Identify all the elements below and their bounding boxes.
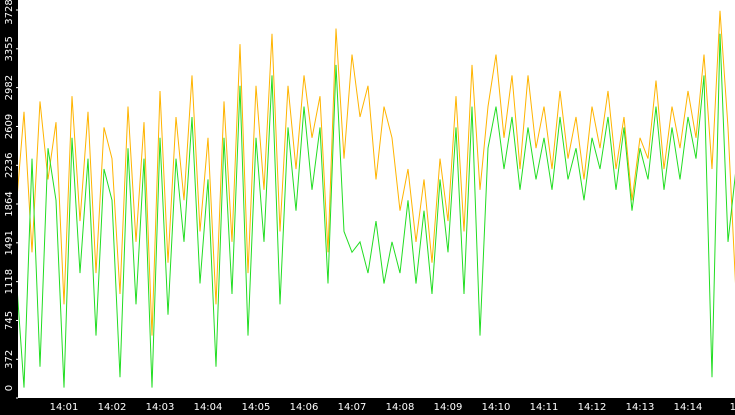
plot-area — [18, 10, 735, 388]
y-tick-label: 3728 — [4, 0, 15, 25]
x-tick-label: 14:02 — [98, 402, 127, 413]
y-tick-label: 2982 — [4, 75, 15, 100]
y-tick-label: 0 — [4, 385, 15, 391]
x-tick-label: 14:08 — [386, 402, 415, 413]
x-tick-label: 14:01 — [50, 402, 79, 413]
x-tick-label: 14:06 — [290, 402, 319, 413]
x-tick-label: 14:05 — [242, 402, 271, 413]
y-tick-label: 1491 — [4, 230, 15, 255]
y-axis-strip — [0, 0, 18, 415]
y-tick-label: 372 — [4, 350, 15, 369]
x-tick-label: 14:03 — [146, 402, 175, 413]
y-tick-label: 2609 — [4, 114, 15, 139]
x-tick-label: 14:09 — [434, 402, 463, 413]
x-tick-label: 14:11 — [530, 402, 559, 413]
x-tick-label: 14:07 — [338, 402, 367, 413]
x-tick-label: 14:12 — [578, 402, 607, 413]
y-tick-label: 2236 — [4, 153, 15, 178]
x-tick-label: 14:10 — [482, 402, 511, 413]
y-tick-label: 1864 — [4, 191, 15, 216]
x-tick-label: 14:14 — [674, 402, 703, 413]
x-tick-label: 14 — [730, 402, 735, 413]
x-tick-label: 14:13 — [626, 402, 655, 413]
y-tick-label: 1118 — [4, 269, 15, 294]
y-tick-label: 745 — [4, 311, 15, 330]
y-tick-label: 3355 — [4, 36, 15, 61]
x-tick-label: 14:04 — [194, 402, 223, 413]
data-line — [18, 33, 735, 388]
x-axis-strip — [0, 398, 735, 415]
data-line — [18, 10, 735, 336]
